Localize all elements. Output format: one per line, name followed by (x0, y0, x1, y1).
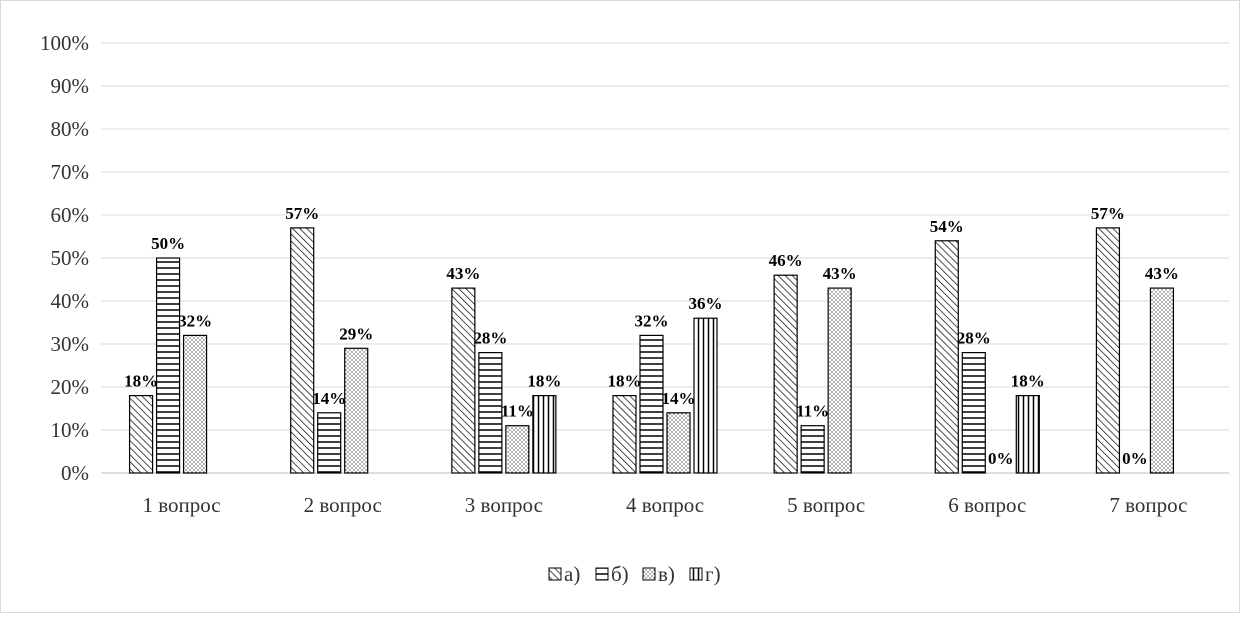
legend-label-3: в) (658, 562, 675, 586)
bar-1-6 (934, 240, 959, 474)
data-labels: 18% 50% 32% 57% 14% 29% 43% 28% 11% 18% 18% 32% 14% 3… (124, 204, 1179, 468)
data-label: 36% (689, 294, 723, 313)
legend-swatch-4 (689, 567, 703, 581)
data-label: 57% (285, 204, 319, 223)
y-tick-label: 10% (51, 418, 90, 442)
category-label: 6 вопрос (948, 493, 1026, 517)
y-tick-label: 50% (51, 246, 90, 270)
data-label: 11% (796, 402, 829, 421)
data-label: 29% (339, 324, 373, 343)
data-label: 18% (1011, 372, 1045, 391)
data-label: 46% (769, 251, 803, 270)
bar-3-7 (1149, 287, 1175, 474)
bar-4-4 (693, 317, 718, 474)
category-label: 4 вопрос (626, 493, 704, 517)
y-tick-label: 20% (51, 375, 90, 399)
bar-2-2 (317, 412, 342, 474)
bar-1-1 (128, 395, 154, 474)
bar-1-7 (1095, 227, 1121, 474)
bar-2-4 (639, 334, 664, 474)
legend-swatch-1 (548, 567, 562, 581)
data-label: 43% (1145, 264, 1179, 283)
data-label: 50% (151, 234, 185, 253)
legend: а) б) в) г) (548, 562, 721, 586)
y-tick-label: 30% (51, 332, 90, 356)
data-label: 18% (527, 372, 561, 391)
bar-1-2 (290, 227, 315, 474)
bar-2-5 (800, 425, 825, 474)
category-label: 7 вопрос (1109, 493, 1187, 517)
y-tick-label: 80% (51, 117, 90, 141)
category-label: 5 вопрос (787, 493, 865, 517)
y-tick-label: 40% (51, 289, 90, 313)
bar-2-1 (155, 257, 181, 474)
category-labels: 1 вопрос 2 вопрос 3 вопрос 4 вопрос 5 вопрос… (143, 493, 1188, 517)
bar-1-5 (773, 274, 798, 474)
category-label: 1 вопрос (143, 493, 221, 517)
legend-label-2: б) (611, 562, 629, 586)
y-tick-label: 0% (61, 461, 89, 485)
data-label: 54% (930, 217, 964, 236)
bar-3-1 (182, 334, 208, 474)
data-label: 32% (178, 311, 212, 330)
bar-1-3 (451, 287, 476, 474)
data-label: 57% (1091, 204, 1125, 223)
bar-2-3 (478, 352, 503, 474)
bar-2-6 (961, 352, 986, 474)
grid-lines (101, 42, 1229, 474)
data-label: 43% (446, 264, 480, 283)
bar-3-4 (666, 412, 691, 474)
legend-swatch-3 (642, 567, 656, 581)
data-label: 11% (501, 402, 534, 421)
data-label: 18% (124, 372, 158, 391)
bar-1-4 (612, 395, 637, 474)
bars (128, 227, 1175, 474)
bar-3-5 (827, 287, 852, 474)
data-label: 28% (473, 329, 507, 348)
data-label: 18% (608, 372, 642, 391)
y-axis-tick-labels: 0% 10% 20% 30% 40% 50% 60% 70% 80% 90% 100% (40, 31, 89, 485)
bar-4-3 (532, 395, 557, 474)
data-label: 14% (662, 389, 696, 408)
category-label: 2 вопрос (304, 493, 382, 517)
data-label: 32% (635, 311, 669, 330)
y-tick-label: 90% (51, 74, 90, 98)
data-label: 43% (823, 264, 857, 283)
category-label: 3 вопрос (465, 493, 543, 517)
legend-swatch-2 (595, 567, 609, 581)
data-label: 0% (988, 449, 1014, 468)
y-tick-label: 70% (51, 160, 90, 184)
bar-4-6 (1015, 395, 1040, 474)
data-label: 28% (957, 329, 991, 348)
bar-3-2 (344, 347, 369, 474)
legend-label-1: а) (564, 562, 580, 586)
y-tick-label: 60% (51, 203, 90, 227)
data-label: 14% (312, 389, 346, 408)
legend-label-4: г) (705, 562, 721, 586)
y-tick-label: 100% (40, 31, 89, 55)
bar-3-3 (505, 425, 530, 474)
data-label: 0% (1122, 449, 1148, 468)
